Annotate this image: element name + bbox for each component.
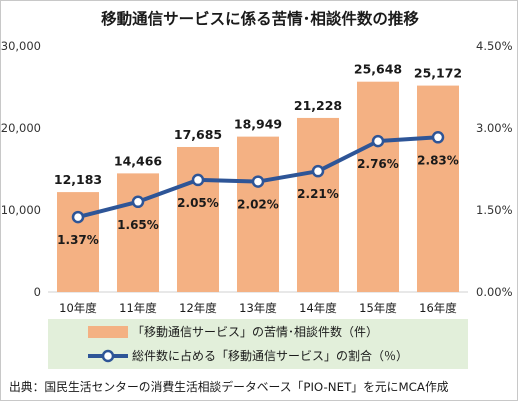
- bar-value-label: 18,949: [234, 117, 282, 132]
- bar: [297, 117, 339, 293]
- bar: [417, 85, 459, 292]
- y-left-tick-label: 20,000: [1, 121, 41, 135]
- bar-value-label: 25,172: [414, 66, 462, 81]
- y-right-tick-label: 1.50%: [476, 203, 513, 217]
- y-left-tick-label: 0: [34, 285, 41, 299]
- bar-value-label: 25,648: [354, 62, 402, 77]
- legend-line-marker: [101, 349, 115, 363]
- y-right-tick-label: 4.50%: [476, 39, 513, 53]
- bar: [357, 81, 399, 292]
- chart-title: 移動通信サービスに係る苦情･相談件数の推移: [101, 9, 419, 28]
- legend: 「移動通信サービス」の苦情･相談件数（件） 総件数に占める「移動通信サービス」の割…: [48, 319, 468, 369]
- y-left-tick-label: 30,000: [1, 39, 41, 53]
- legend-line-label: 総件数に占める「移動通信サービス」の割合（％）: [132, 348, 408, 363]
- line-value-label: 2.02%: [237, 198, 279, 212]
- legend-bar-label: 「移動通信サービス」の苦情･相談件数（件）: [132, 324, 378, 339]
- line-point: [251, 175, 265, 188]
- data-labels: 12,183 14,466 17,685 18,949 21,228 25,648 25,1…: [54, 62, 462, 247]
- bar: [237, 136, 279, 292]
- bar: [57, 192, 99, 292]
- line-series: [71, 131, 445, 224]
- bar-value-label: 14,466: [114, 153, 163, 168]
- line-point: [71, 210, 85, 224]
- line-point: [311, 164, 325, 178]
- line-point: [131, 195, 145, 209]
- bar-series: [57, 81, 459, 293]
- y-left-tick-label: 10,000: [1, 203, 41, 217]
- source-note: 出典：国民生活センターの消費生活相談データベース「PIO-NET」を元にMCA作…: [9, 380, 449, 394]
- bar-value-label: 12,183: [54, 172, 102, 187]
- x-tick-label: 11年度: [119, 301, 157, 315]
- bar: [117, 173, 159, 292]
- legend-bar-swatch: [88, 326, 128, 338]
- line-value-label: 2.05%: [177, 196, 219, 210]
- bar-value-label: 17,685: [174, 127, 222, 142]
- line-point: [371, 134, 385, 148]
- bar-value-label: 21,228: [294, 98, 342, 113]
- y-right-tick-label: 0.00%: [476, 285, 513, 299]
- line-value-label: 2.83%: [417, 153, 459, 167]
- line-value-label: 2.76%: [357, 157, 399, 171]
- line-value-label: 1.65%: [117, 218, 159, 232]
- y-right-tick-label: 3.00%: [476, 121, 513, 135]
- x-tick-label: 14年度: [299, 301, 337, 315]
- line-value-label: 2.21%: [297, 187, 339, 201]
- line-value-label: 1.37%: [57, 233, 99, 247]
- x-tick-label: 12年度: [179, 301, 217, 315]
- x-tick-label: 16年度: [419, 301, 457, 315]
- x-tick-label: 15年度: [359, 301, 397, 315]
- x-tick-label: 10年度: [59, 301, 97, 315]
- bar: [177, 146, 219, 292]
- axes: 0 10,000 20,000 30,000 0.00% 1.50% 3.00% 4.50% 1…: [1, 39, 513, 315]
- line-point: [431, 131, 445, 144]
- line-point: [191, 173, 205, 187]
- x-tick-label: 13年度: [239, 301, 277, 315]
